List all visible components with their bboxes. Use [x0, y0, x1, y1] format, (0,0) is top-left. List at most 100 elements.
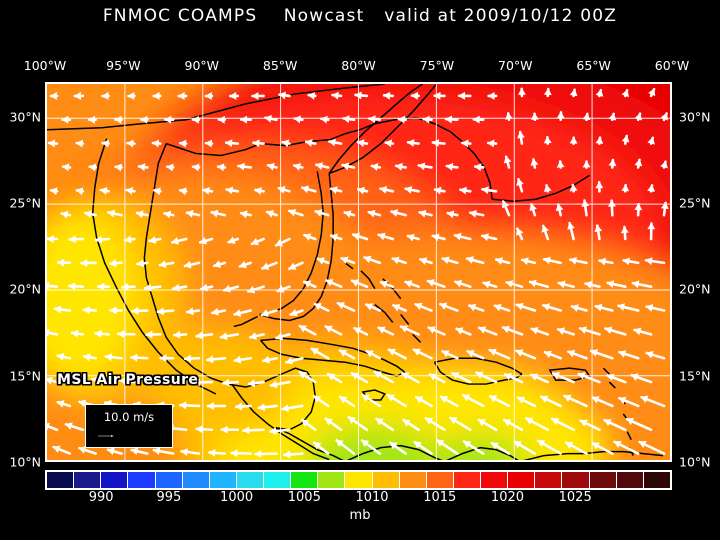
wind-arrow [486, 139, 498, 148]
wind-arrow [594, 303, 614, 312]
wind-arrow [633, 327, 653, 336]
colorbar-swatch [643, 472, 670, 488]
wind-arrow [168, 377, 188, 386]
wind-arrow [361, 393, 382, 408]
wind-arrow [262, 355, 278, 364]
wind-arrow [186, 307, 201, 316]
wind-arrow [252, 139, 265, 148]
wind-arrow [606, 280, 627, 289]
wind-arrow [644, 257, 666, 265]
wind-arrow [61, 115, 72, 124]
colorbar-swatch [47, 472, 75, 488]
wind-arrow [261, 261, 278, 270]
wind-arrow [201, 186, 214, 195]
colorbar-swatch [318, 472, 346, 488]
wind-arrow [530, 326, 550, 336]
wind-arrow [250, 237, 265, 246]
wind-arrow [439, 395, 459, 408]
wind-arrow [473, 163, 485, 172]
wind-arrow [208, 448, 227, 457]
wind-arrow [457, 91, 472, 100]
wind-arrow [410, 91, 420, 100]
wind-arrow [274, 237, 291, 247]
wind-arrow [569, 136, 578, 145]
wind-arrow [185, 209, 201, 218]
wind-arrow [153, 187, 162, 196]
wind-arrow [530, 158, 539, 169]
wind-arrow [289, 308, 304, 317]
wind-arrow [638, 440, 666, 455]
wind-arrow [61, 163, 72, 172]
wind-arrow [78, 446, 97, 455]
wind-arrow [314, 209, 330, 217]
wind-arrow [515, 302, 537, 312]
wind-arrow [606, 373, 627, 384]
wind-arrow [183, 260, 201, 269]
wind-arrow [608, 199, 616, 217]
colorbar-swatch [426, 472, 454, 488]
wind-arrow [298, 324, 317, 336]
wind-arrow [505, 280, 524, 288]
wind-arrow [350, 372, 369, 384]
wind-arrow [563, 394, 588, 408]
wind-arrow [475, 371, 498, 384]
wind-arrow [179, 401, 201, 410]
wind-arrow [265, 210, 278, 218]
colorbar-swatch [562, 472, 590, 488]
wind-arrow [427, 326, 446, 336]
wind-arrow [145, 330, 162, 339]
lat-tick-label: 25°N [9, 195, 41, 211]
wind-arrow [156, 307, 175, 316]
wind-arrow [647, 184, 656, 193]
wind-arrow [543, 87, 552, 98]
wind-arrow [204, 139, 214, 148]
wind-arrow [501, 325, 524, 336]
wind-arrow [490, 441, 511, 455]
wind-arrow [660, 160, 668, 169]
wind-arrow [530, 112, 539, 122]
wind-arrow [151, 139, 162, 148]
wind-arrow [413, 440, 433, 455]
wind-arrow [233, 355, 252, 364]
wind-arrow [465, 256, 485, 265]
wind-arrow [356, 139, 369, 148]
wind-arrow [101, 91, 110, 100]
lon-tick-label: 65°W [576, 58, 611, 73]
wind-arrow [648, 87, 656, 98]
lon-tick-label: 100°W [23, 58, 67, 73]
wind-arrow [191, 115, 201, 124]
wind-arrow [451, 371, 472, 384]
colorbar-tick-label: 1025 [558, 490, 592, 505]
wind-arrow [183, 354, 201, 363]
wind-arrow [621, 88, 629, 98]
wind-arrow [577, 372, 601, 384]
wind-arrow [118, 377, 136, 385]
lon-tick-label: 75°W [419, 58, 455, 73]
wind-arrow [237, 162, 252, 171]
wind-arrow [233, 309, 252, 317]
wind-arrow [288, 209, 304, 217]
colorbar-swatch [236, 472, 264, 488]
wind-arrow [104, 353, 123, 362]
wind-arrow [94, 329, 110, 338]
wind-arrow [517, 130, 525, 145]
wind-arrow [402, 418, 420, 432]
wind-arrow [446, 210, 459, 219]
wind-arrow [368, 115, 382, 124]
wind-arrow [277, 186, 291, 194]
wind-arrow [82, 306, 97, 315]
wind-arrow [310, 347, 330, 360]
wind-arrow [461, 393, 485, 408]
wind-arrow [454, 279, 472, 288]
colorbar-swatch [345, 472, 373, 488]
colorbar-swatch [74, 472, 102, 488]
wind-arrow [219, 332, 240, 341]
wind-arrow [269, 380, 291, 389]
wind-arrow [520, 257, 537, 265]
wind-arrow [356, 186, 369, 195]
lon-tick-label: 95°W [106, 58, 141, 73]
wind-arrow [260, 309, 278, 317]
wind-arrow [518, 87, 526, 98]
lat-tick-label: 15°N [9, 368, 41, 384]
wind-arrow [125, 187, 136, 195]
